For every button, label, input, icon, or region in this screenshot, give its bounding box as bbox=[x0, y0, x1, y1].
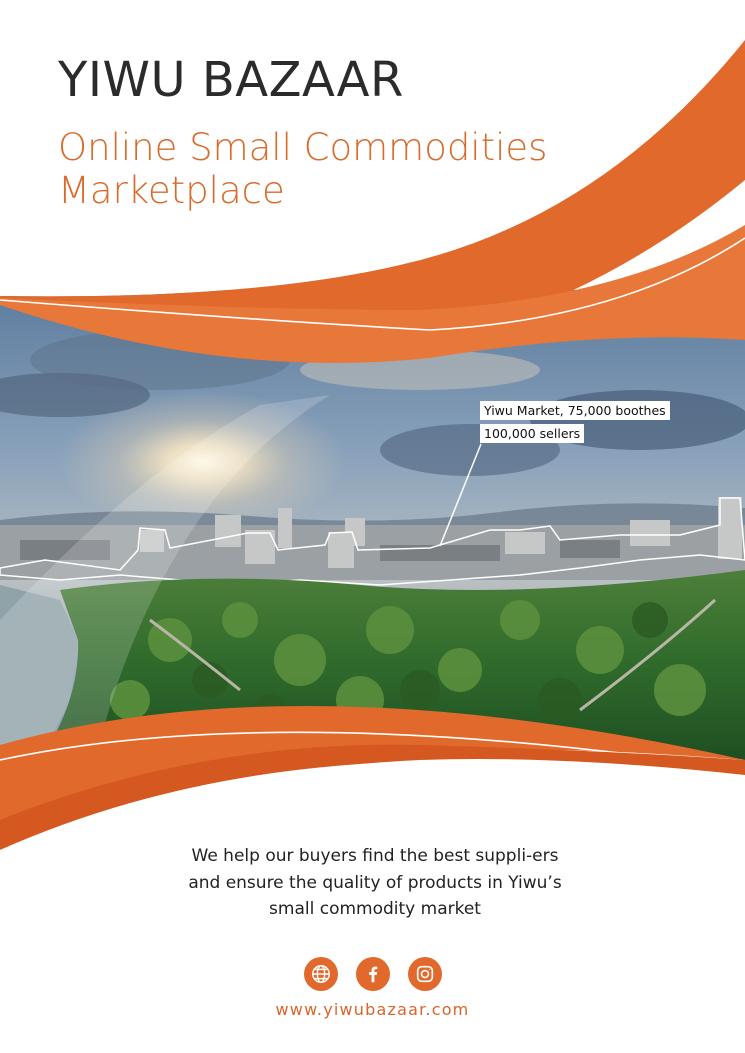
callout-sellers: 100,000 sellers bbox=[480, 424, 585, 443]
tagline: We help our buyers find the best suppli-… bbox=[188, 846, 562, 919]
subtitle-line-2: Marketplace bbox=[58, 169, 285, 212]
instagram-icon[interactable] bbox=[407, 957, 442, 991]
callout-market-booths: Yiwu Market, 75,000 boothes bbox=[480, 401, 670, 420]
social-links bbox=[0, 957, 745, 991]
website-link[interactable]: www.yiwubazaar.com bbox=[275, 1000, 470, 1019]
city-photo bbox=[0, 290, 745, 760]
page-title: YIWU BAZAAR bbox=[58, 52, 404, 108]
page-subtitle: Online Small Commodities Marketplace bbox=[58, 126, 678, 212]
facebook-icon[interactable] bbox=[355, 957, 390, 991]
globe-icon[interactable] bbox=[303, 957, 338, 991]
subtitle-line-1: Online Small Commodities bbox=[58, 126, 548, 169]
